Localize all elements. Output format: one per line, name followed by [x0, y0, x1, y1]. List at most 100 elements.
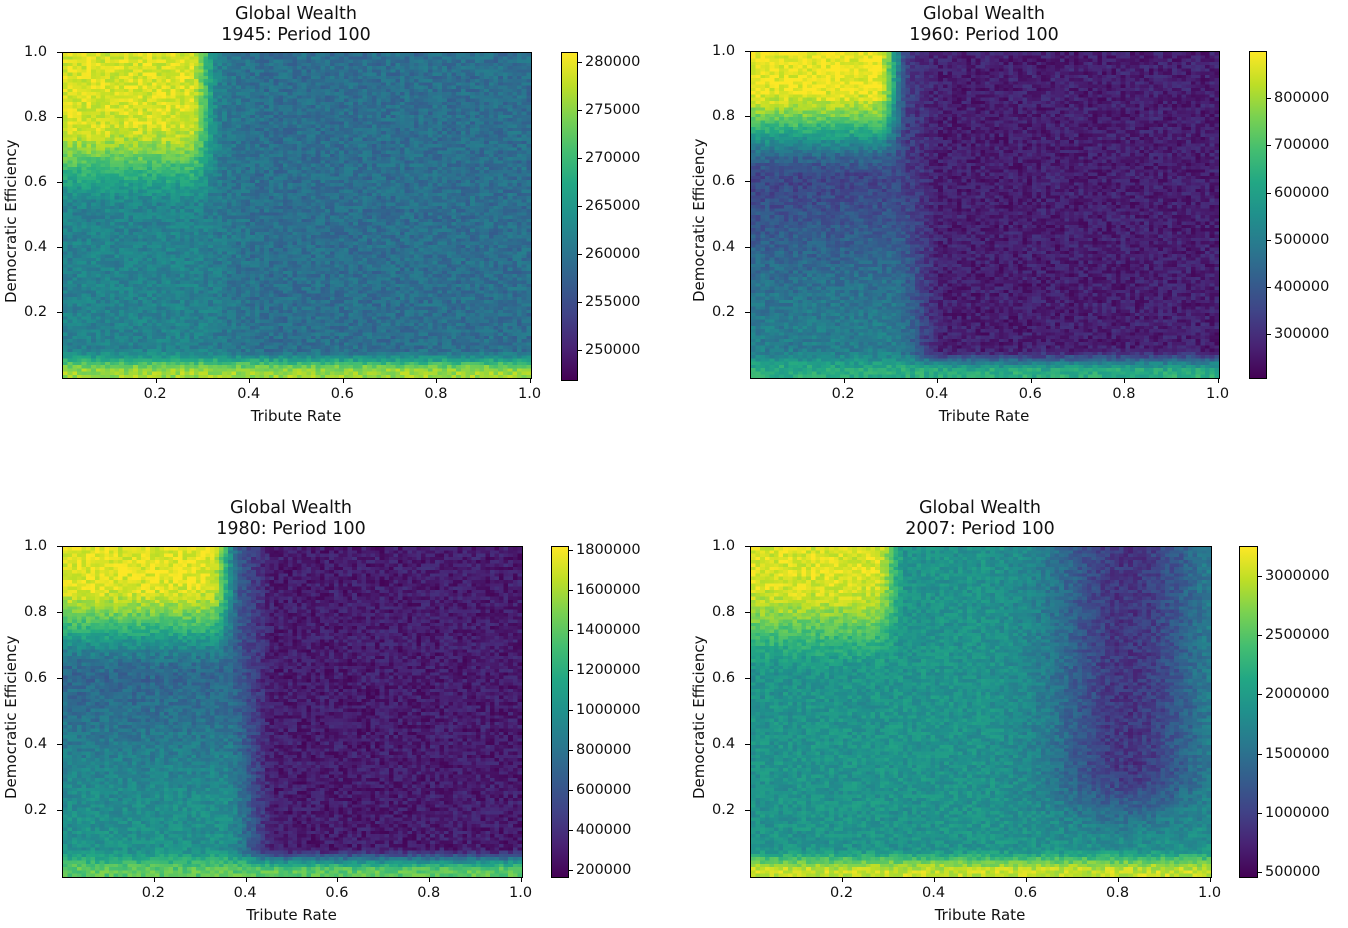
colorbar-tick-label: 1000000	[1265, 805, 1330, 821]
y-tick-label: 0.4	[24, 239, 47, 255]
chart-subtitle: 1960: Period 100	[834, 25, 1134, 46]
y-tick-mark	[57, 312, 62, 313]
x-tick-label: 0.2	[142, 885, 165, 901]
colorbar-tick-mark	[1266, 334, 1271, 336]
colorbar-tick-mark	[1266, 192, 1271, 194]
colorbar-tick-label: 500000	[1274, 232, 1329, 248]
x-tick-label: 0.8	[1106, 885, 1129, 901]
chart-title: Global Wealth	[146, 4, 446, 25]
x-tick-mark	[155, 378, 157, 383]
y-axis-label: Democratic Efficiency	[2, 636, 20, 800]
x-tick-label: 0.4	[922, 885, 945, 901]
chart-subtitle: 2007: Period 100	[830, 519, 1130, 540]
y-tick-mark	[745, 744, 750, 745]
x-tick-label: 0.4	[925, 386, 948, 402]
y-tick-mark	[745, 51, 750, 52]
colorbar	[561, 52, 578, 381]
colorbar-tick-label: 1000000	[576, 702, 641, 718]
x-tick-label: 0.4	[237, 386, 260, 402]
colorbar-tick-label: 400000	[1274, 279, 1329, 295]
y-tick-label: 0.2	[712, 802, 735, 818]
colorbar-tick-label: 1500000	[1265, 746, 1330, 762]
heatmap-cells	[63, 547, 522, 877]
colorbar-tick-mark	[1257, 872, 1262, 874]
chart-title: Global Wealth	[834, 4, 1134, 25]
colorbar-tick-label: 255000	[585, 294, 640, 310]
heatmap-plot-area	[62, 52, 532, 379]
colorbar-tick-label: 300000	[1274, 326, 1329, 342]
x-tick-label: 1.0	[1206, 386, 1229, 402]
x-tick-label: 0.2	[830, 885, 853, 901]
x-axis-label: Tribute Rate	[196, 407, 396, 425]
colorbar-tick-mark	[577, 157, 582, 159]
x-tick-label: 0.6	[1019, 386, 1042, 402]
colorbar-tick-mark	[568, 710, 573, 711]
y-tick-label: 0.6	[712, 173, 735, 189]
x-tick-mark	[436, 378, 438, 383]
colorbar	[1239, 546, 1258, 878]
y-tick-label: 0.6	[24, 670, 47, 686]
y-tick-mark	[745, 116, 750, 118]
y-tick-mark	[745, 612, 750, 613]
y-tick-label: 0.2	[24, 304, 47, 320]
colorbar-tick-mark	[1266, 98, 1271, 100]
x-tick-mark	[521, 877, 522, 882]
x-tick-mark	[153, 877, 155, 882]
colorbar-tick-label: 1600000	[576, 582, 641, 598]
y-tick-label: 0.8	[24, 604, 47, 620]
chart-subtitle: 1980: Period 100	[141, 519, 441, 540]
colorbar-tick-label: 800000	[1274, 90, 1329, 106]
x-tick-label: 0.6	[331, 386, 354, 402]
y-tick-label: 0.2	[24, 802, 47, 818]
y-tick-label: 0.4	[24, 736, 47, 752]
x-tick-mark	[342, 378, 344, 383]
y-tick-mark	[57, 52, 62, 53]
x-tick-label: 0.6	[1014, 885, 1037, 901]
y-tick-mark	[57, 117, 62, 118]
x-tick-mark	[245, 877, 247, 882]
y-tick-label: 1.0	[24, 44, 47, 60]
colorbar-tick-label: 260000	[585, 246, 640, 262]
x-tick-label: 0.8	[417, 885, 440, 901]
colorbar	[551, 546, 569, 878]
y-tick-mark	[745, 678, 750, 679]
colorbar-tick-mark	[577, 61, 582, 63]
y-tick-mark	[745, 546, 750, 547]
x-tick-mark	[249, 378, 251, 383]
y-tick-label: 0.6	[24, 174, 47, 190]
x-tick-mark	[530, 378, 531, 383]
x-tick-mark	[1026, 877, 1027, 882]
colorbar-tick-mark	[568, 870, 573, 871]
chart-title: Global Wealth	[830, 498, 1130, 519]
colorbar-tick-mark	[1266, 239, 1271, 241]
colorbar-tick-label: 1200000	[576, 662, 641, 678]
colorbar-tick-mark	[577, 109, 582, 111]
colorbar-tick-label: 800000	[576, 742, 631, 758]
y-tick-label: 1.0	[712, 538, 735, 554]
colorbar-tick-mark	[1266, 287, 1271, 289]
colorbar-tick-label: 280000	[585, 54, 640, 70]
x-tick-label: 0.2	[832, 386, 855, 402]
y-tick-mark	[57, 744, 62, 745]
y-axis-label: Democratic Efficiency	[690, 139, 708, 303]
y-tick-label: 0.8	[712, 108, 735, 124]
y-tick-label: 0.4	[712, 239, 735, 255]
y-tick-label: 1.0	[712, 43, 735, 59]
x-tick-mark	[429, 877, 431, 882]
x-tick-mark	[842, 877, 843, 882]
colorbar-tick-mark	[568, 550, 573, 551]
colorbar-tick-mark	[1257, 575, 1262, 577]
y-tick-mark	[745, 181, 750, 183]
colorbar-tick-mark	[1257, 694, 1262, 696]
colorbar-tick-label: 200000	[576, 862, 631, 878]
colorbar-tick-mark	[568, 830, 573, 831]
colorbar-tick-label: 265000	[585, 198, 640, 214]
colorbar-tick-mark	[568, 590, 573, 591]
x-axis-label: Tribute Rate	[880, 906, 1080, 924]
colorbar-tick-mark	[568, 670, 573, 671]
y-tick-mark	[745, 246, 750, 248]
y-axis-label: Democratic Efficiency	[2, 139, 20, 303]
colorbar-tick-label: 400000	[576, 822, 631, 838]
colorbar-tick-mark	[568, 750, 573, 751]
colorbar-tick-mark	[568, 790, 573, 791]
